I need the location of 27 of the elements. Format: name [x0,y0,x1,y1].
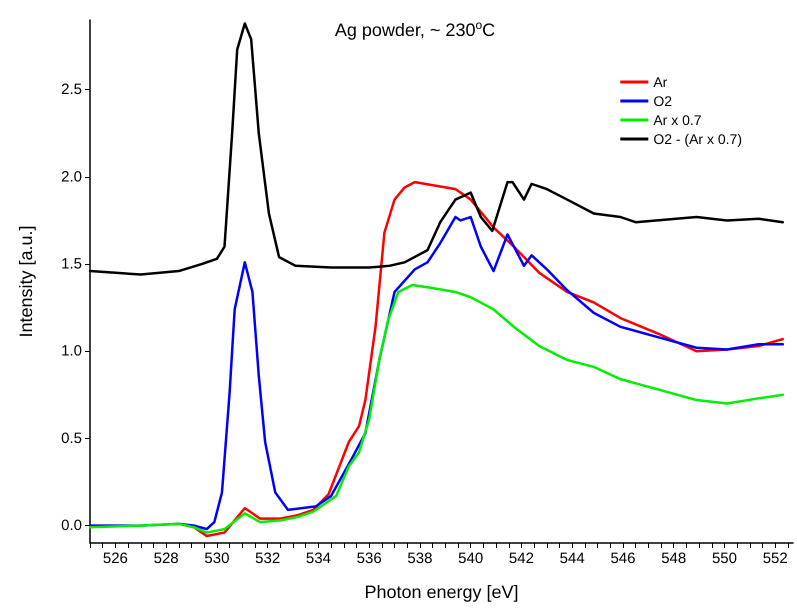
line-series [88,284,784,534]
x-tick-label: 536 [356,550,382,567]
x-tick-label: 542 [508,550,534,567]
x-tick-label: 538 [407,550,432,567]
legend-label: O2 [653,93,672,109]
y-tick-label: 0.0 [61,517,82,534]
y-tick-label: 1.5 [61,256,82,273]
x-tick-label: 552 [762,550,788,567]
x-tick-label: 548 [661,550,686,567]
x-tick-label: 544 [560,550,585,567]
y-axis-title: Intensity [a.u.] [16,225,36,338]
legend-label: Ar [653,74,668,90]
legend-label: Ar x 0.7 [653,112,702,128]
x-tick-label: 534 [306,550,331,567]
x-tick-label: 550 [712,550,737,567]
x-tick-label: 526 [102,550,128,567]
y-tick-label: 2.5 [61,81,82,98]
x-tick-label: 546 [610,550,636,567]
x-tick-label: 530 [204,550,230,567]
x-tick-label: 540 [458,550,484,567]
legend-label: O2 - (Ar x 0.7) [653,131,742,147]
x-axis-title: Photon energy [eV] [364,582,519,602]
y-tick-label: 2.0 [61,168,82,186]
x-tick-label: 532 [255,550,280,567]
x-tick-label: 528 [154,550,179,567]
y-tick-label: 0.5 [61,430,82,447]
y-tick-label: 1.0 [61,342,82,360]
